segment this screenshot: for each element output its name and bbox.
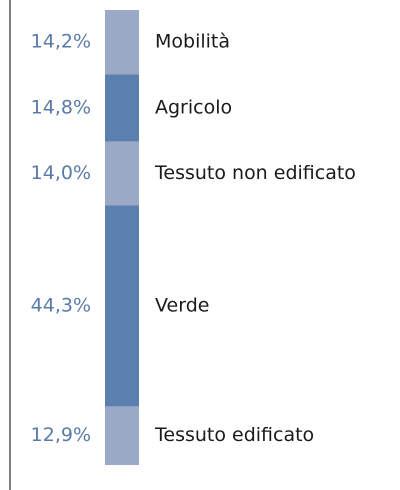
category-label: Tessuto non edificato [154,162,356,184]
bar-segment [105,205,139,407]
category-label: Tessuto edificato [154,424,314,446]
bar-segment [105,406,139,465]
bar-segment [105,10,139,75]
value-label: 14,2% [31,31,91,53]
category-label: Mobilità [155,31,230,53]
category-label: Verde [155,294,209,316]
value-label: 14,8% [31,97,91,119]
value-label: 14,0% [31,162,91,184]
category-label: Agricolo [155,97,232,119]
value-label: 44,3% [31,294,91,316]
value-label: 12,9% [31,424,91,446]
bar-segment [105,141,139,206]
bar-segment [105,74,139,142]
